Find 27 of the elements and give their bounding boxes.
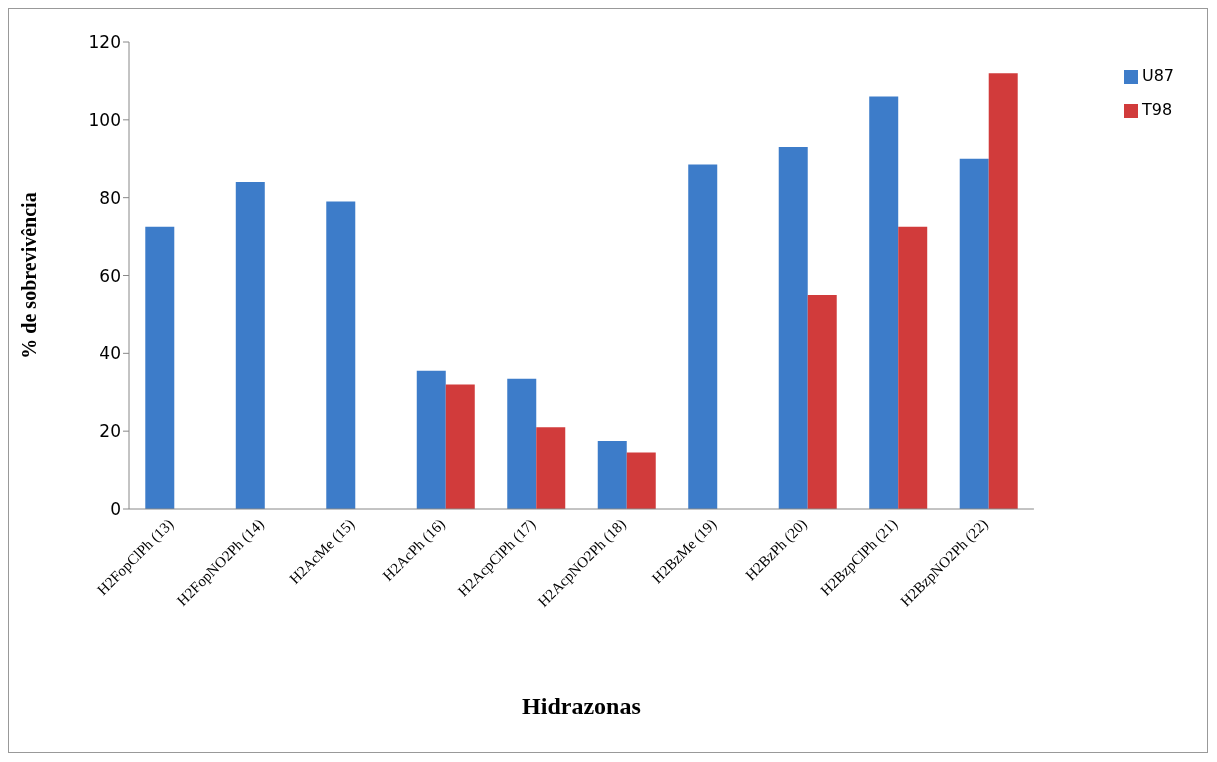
y-tick-label: 40 bbox=[99, 343, 121, 364]
bar bbox=[145, 226, 175, 509]
bar bbox=[688, 164, 718, 509]
bar bbox=[959, 158, 989, 509]
y-axis-title: % de sobrevivência bbox=[18, 192, 41, 359]
bar bbox=[536, 427, 566, 509]
legend-label: U87 bbox=[1141, 66, 1174, 85]
bar bbox=[869, 96, 899, 509]
bar bbox=[778, 147, 808, 509]
bar bbox=[898, 226, 928, 509]
bar bbox=[416, 370, 446, 509]
y-tick-label: 80 bbox=[99, 187, 121, 208]
y-tick-label: 60 bbox=[99, 265, 121, 286]
bar bbox=[445, 384, 475, 509]
y-tick-label: 100 bbox=[88, 109, 121, 130]
bar bbox=[807, 294, 837, 509]
y-tick-label: 20 bbox=[99, 421, 121, 442]
y-tick-label: 0 bbox=[110, 499, 121, 520]
bar bbox=[988, 73, 1018, 509]
bar bbox=[507, 378, 537, 509]
x-axis-title: Hidrazonas bbox=[522, 693, 641, 719]
bar bbox=[326, 201, 356, 509]
bar bbox=[235, 182, 265, 509]
legend-label: T98 bbox=[1141, 100, 1173, 119]
bar bbox=[597, 440, 627, 509]
bar bbox=[626, 452, 656, 509]
y-tick-label: 120 bbox=[88, 32, 121, 53]
